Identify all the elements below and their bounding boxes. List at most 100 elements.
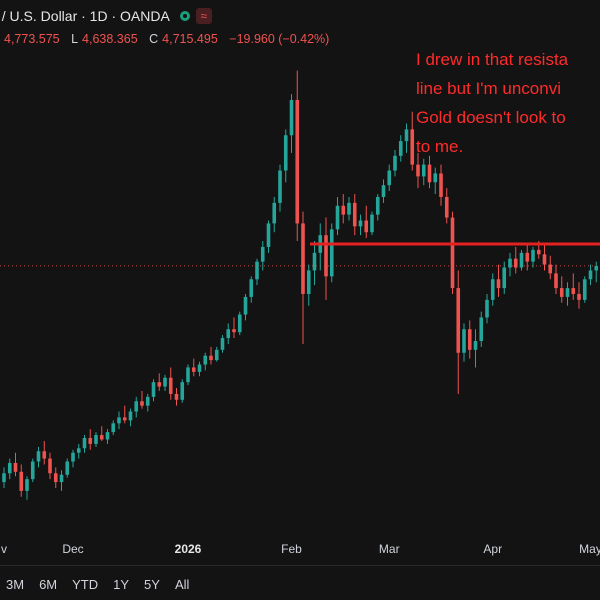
candle-body bbox=[157, 382, 162, 387]
candle bbox=[214, 346, 219, 362]
ohlc-readout: 4,773.575 L 4,638.365 C 4,715.495 −19.960 … bbox=[0, 32, 333, 46]
candle-body bbox=[7, 462, 12, 474]
candle bbox=[496, 264, 501, 297]
candle bbox=[140, 390, 144, 409]
candle bbox=[364, 205, 369, 239]
candle bbox=[306, 264, 311, 306]
candle-body bbox=[65, 461, 70, 475]
candle-body bbox=[358, 220, 363, 227]
candle bbox=[525, 244, 530, 271]
candle-body bbox=[145, 396, 150, 406]
candle-body bbox=[25, 479, 29, 491]
timeframe-ytd[interactable]: YTD bbox=[72, 577, 99, 592]
candle bbox=[237, 311, 242, 336]
candle bbox=[559, 276, 564, 303]
chart-annotation[interactable]: I drew in that resista line but I'm unco… bbox=[416, 50, 600, 166]
candle bbox=[577, 282, 581, 309]
timeframe-1y[interactable]: 1Y bbox=[113, 577, 130, 592]
candle-body bbox=[473, 341, 478, 350]
annotation-line: Gold doesn't look to bbox=[416, 108, 566, 127]
candle-body bbox=[134, 401, 139, 412]
candle-body bbox=[272, 202, 277, 224]
candle-body bbox=[30, 461, 35, 480]
candle-body bbox=[209, 355, 213, 361]
candle bbox=[456, 270, 461, 394]
candle bbox=[226, 323, 231, 344]
candle bbox=[186, 364, 190, 386]
candle-body bbox=[577, 293, 581, 300]
market-status-icon bbox=[179, 11, 190, 21]
candle bbox=[301, 211, 305, 344]
candle-body bbox=[260, 246, 265, 262]
candle bbox=[260, 241, 265, 271]
candle-body bbox=[571, 288, 576, 294]
symbol-title[interactable]: t / U.S. Dollar · 1D · OANDA bbox=[0, 8, 170, 24]
candle-body bbox=[203, 355, 208, 365]
candle bbox=[180, 379, 185, 403]
candle-body bbox=[450, 217, 455, 289]
candle-body bbox=[105, 432, 110, 440]
candle-body bbox=[99, 435, 104, 440]
chart-header: t / U.S. Dollar · 1D · OANDA ≈ bbox=[0, 5, 212, 27]
candle bbox=[48, 452, 52, 480]
candle bbox=[347, 196, 351, 221]
x-tick-label: Feb bbox=[281, 542, 302, 556]
candle-body bbox=[324, 235, 328, 277]
timeframe-3m[interactable]: 3M bbox=[6, 577, 25, 592]
candle bbox=[157, 373, 162, 391]
candle-body bbox=[352, 202, 357, 227]
candle-body bbox=[410, 129, 415, 165]
candle bbox=[197, 361, 202, 377]
candle bbox=[444, 188, 449, 224]
timeframe-selector: 3M 6M YTD 1Y 5Y All bbox=[6, 577, 204, 592]
timeframe-6m[interactable]: 6M bbox=[39, 577, 58, 592]
candle-body bbox=[76, 448, 81, 453]
candle-body bbox=[433, 173, 438, 183]
candle-body bbox=[266, 223, 271, 247]
candle-body bbox=[559, 288, 564, 297]
candle bbox=[439, 164, 443, 206]
candle-body bbox=[278, 170, 282, 203]
candle-body bbox=[582, 279, 587, 300]
candle bbox=[427, 155, 432, 189]
candle-body bbox=[531, 249, 535, 262]
candle bbox=[42, 440, 47, 465]
candle bbox=[398, 135, 403, 162]
candle-body bbox=[151, 382, 156, 397]
candle bbox=[82, 435, 87, 453]
candle bbox=[318, 223, 323, 271]
candle-body bbox=[370, 214, 374, 233]
candle bbox=[99, 426, 104, 441]
candle bbox=[370, 211, 374, 236]
candle bbox=[462, 323, 466, 362]
candle-body bbox=[2, 473, 6, 483]
candlestick-chart[interactable] bbox=[0, 0, 600, 560]
candle bbox=[565, 282, 570, 306]
timeframe-all[interactable]: All bbox=[174, 577, 190, 592]
x-tick-label: v bbox=[1, 542, 7, 556]
wave-icon[interactable]: ≈ bbox=[195, 8, 212, 24]
candle-body bbox=[490, 279, 495, 300]
candle bbox=[381, 179, 386, 203]
candle bbox=[122, 405, 127, 424]
candle bbox=[329, 223, 334, 283]
candle bbox=[283, 129, 288, 183]
candle-body bbox=[59, 474, 64, 483]
candle-body bbox=[13, 462, 18, 472]
ohlc-low: L 4,638.365 bbox=[71, 32, 138, 46]
candle-body bbox=[128, 411, 133, 421]
candle bbox=[220, 335, 225, 353]
candle-body bbox=[496, 279, 501, 289]
candle-body bbox=[214, 349, 219, 361]
candle-body bbox=[232, 329, 236, 333]
x-tick-label: Apr bbox=[483, 542, 503, 556]
candle-body bbox=[71, 452, 75, 462]
candle-body bbox=[404, 129, 409, 142]
candle bbox=[25, 476, 29, 500]
candle bbox=[358, 214, 363, 236]
candle bbox=[174, 388, 179, 406]
timeframe-5y[interactable]: 5Y bbox=[144, 577, 160, 592]
x-tick-label: Dec bbox=[62, 542, 84, 556]
candle bbox=[209, 346, 213, 365]
candle-body bbox=[347, 202, 351, 215]
